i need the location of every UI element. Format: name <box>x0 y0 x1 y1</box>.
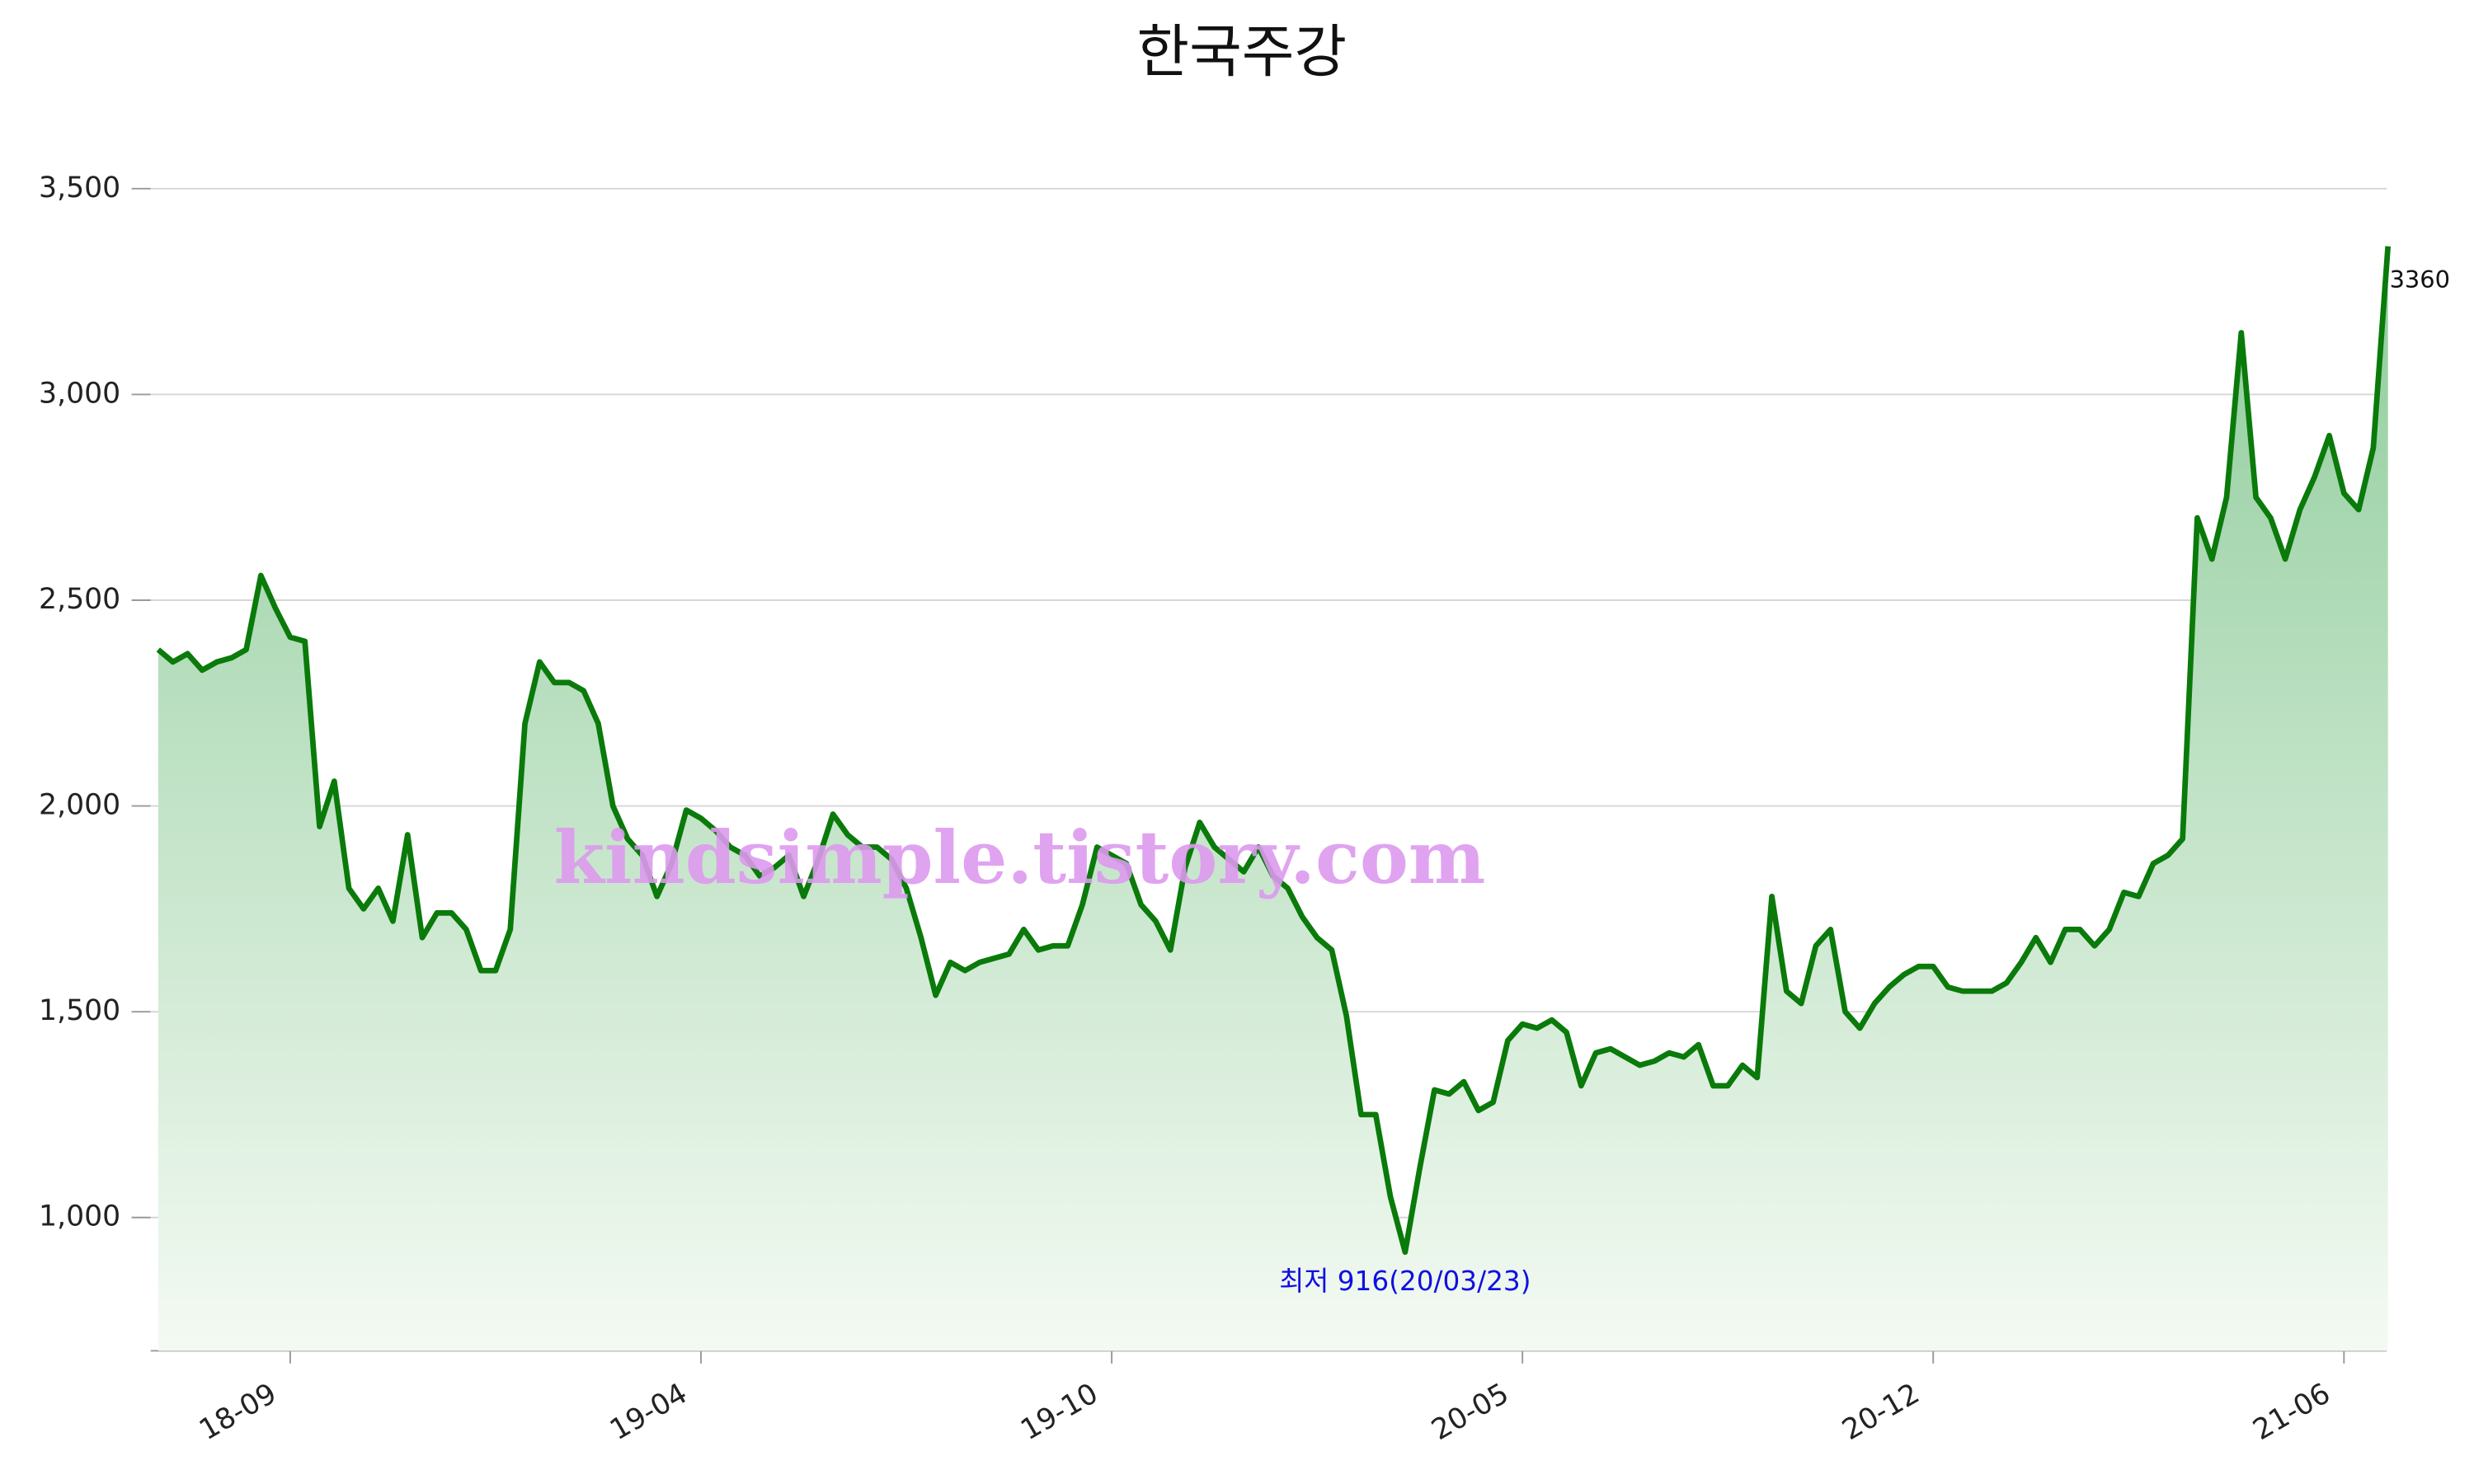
chart-title: 한국주강 <box>1136 19 1347 85</box>
y-tick-label: 2,500 <box>39 583 120 616</box>
y-tick-label: 1,500 <box>39 994 120 1027</box>
last-value-label: 3360 <box>2390 265 2450 294</box>
x-tick-label: 20-05 <box>1426 1377 1514 1447</box>
annotation: 최저 916(20/03/23) <box>1279 1266 1531 1297</box>
price-line <box>156 246 2392 1256</box>
y-tick-label: 3,000 <box>39 377 120 410</box>
x-tick-label: 19-10 <box>1015 1377 1103 1447</box>
x-tick-label: 18-09 <box>194 1377 282 1447</box>
area-fill <box>158 246 2388 1351</box>
x-tick-label: 19-04 <box>604 1377 693 1447</box>
y-tick-label: 2,000 <box>39 789 120 822</box>
x-tick-label: 20-12 <box>1837 1377 1925 1447</box>
x-tick-label: 21-06 <box>2247 1377 2335 1447</box>
y-tick-label: 1,000 <box>39 1200 120 1233</box>
watermark: kindsimple.tistory.com <box>554 815 1486 900</box>
y-tick-label: 3,500 <box>39 171 120 204</box>
